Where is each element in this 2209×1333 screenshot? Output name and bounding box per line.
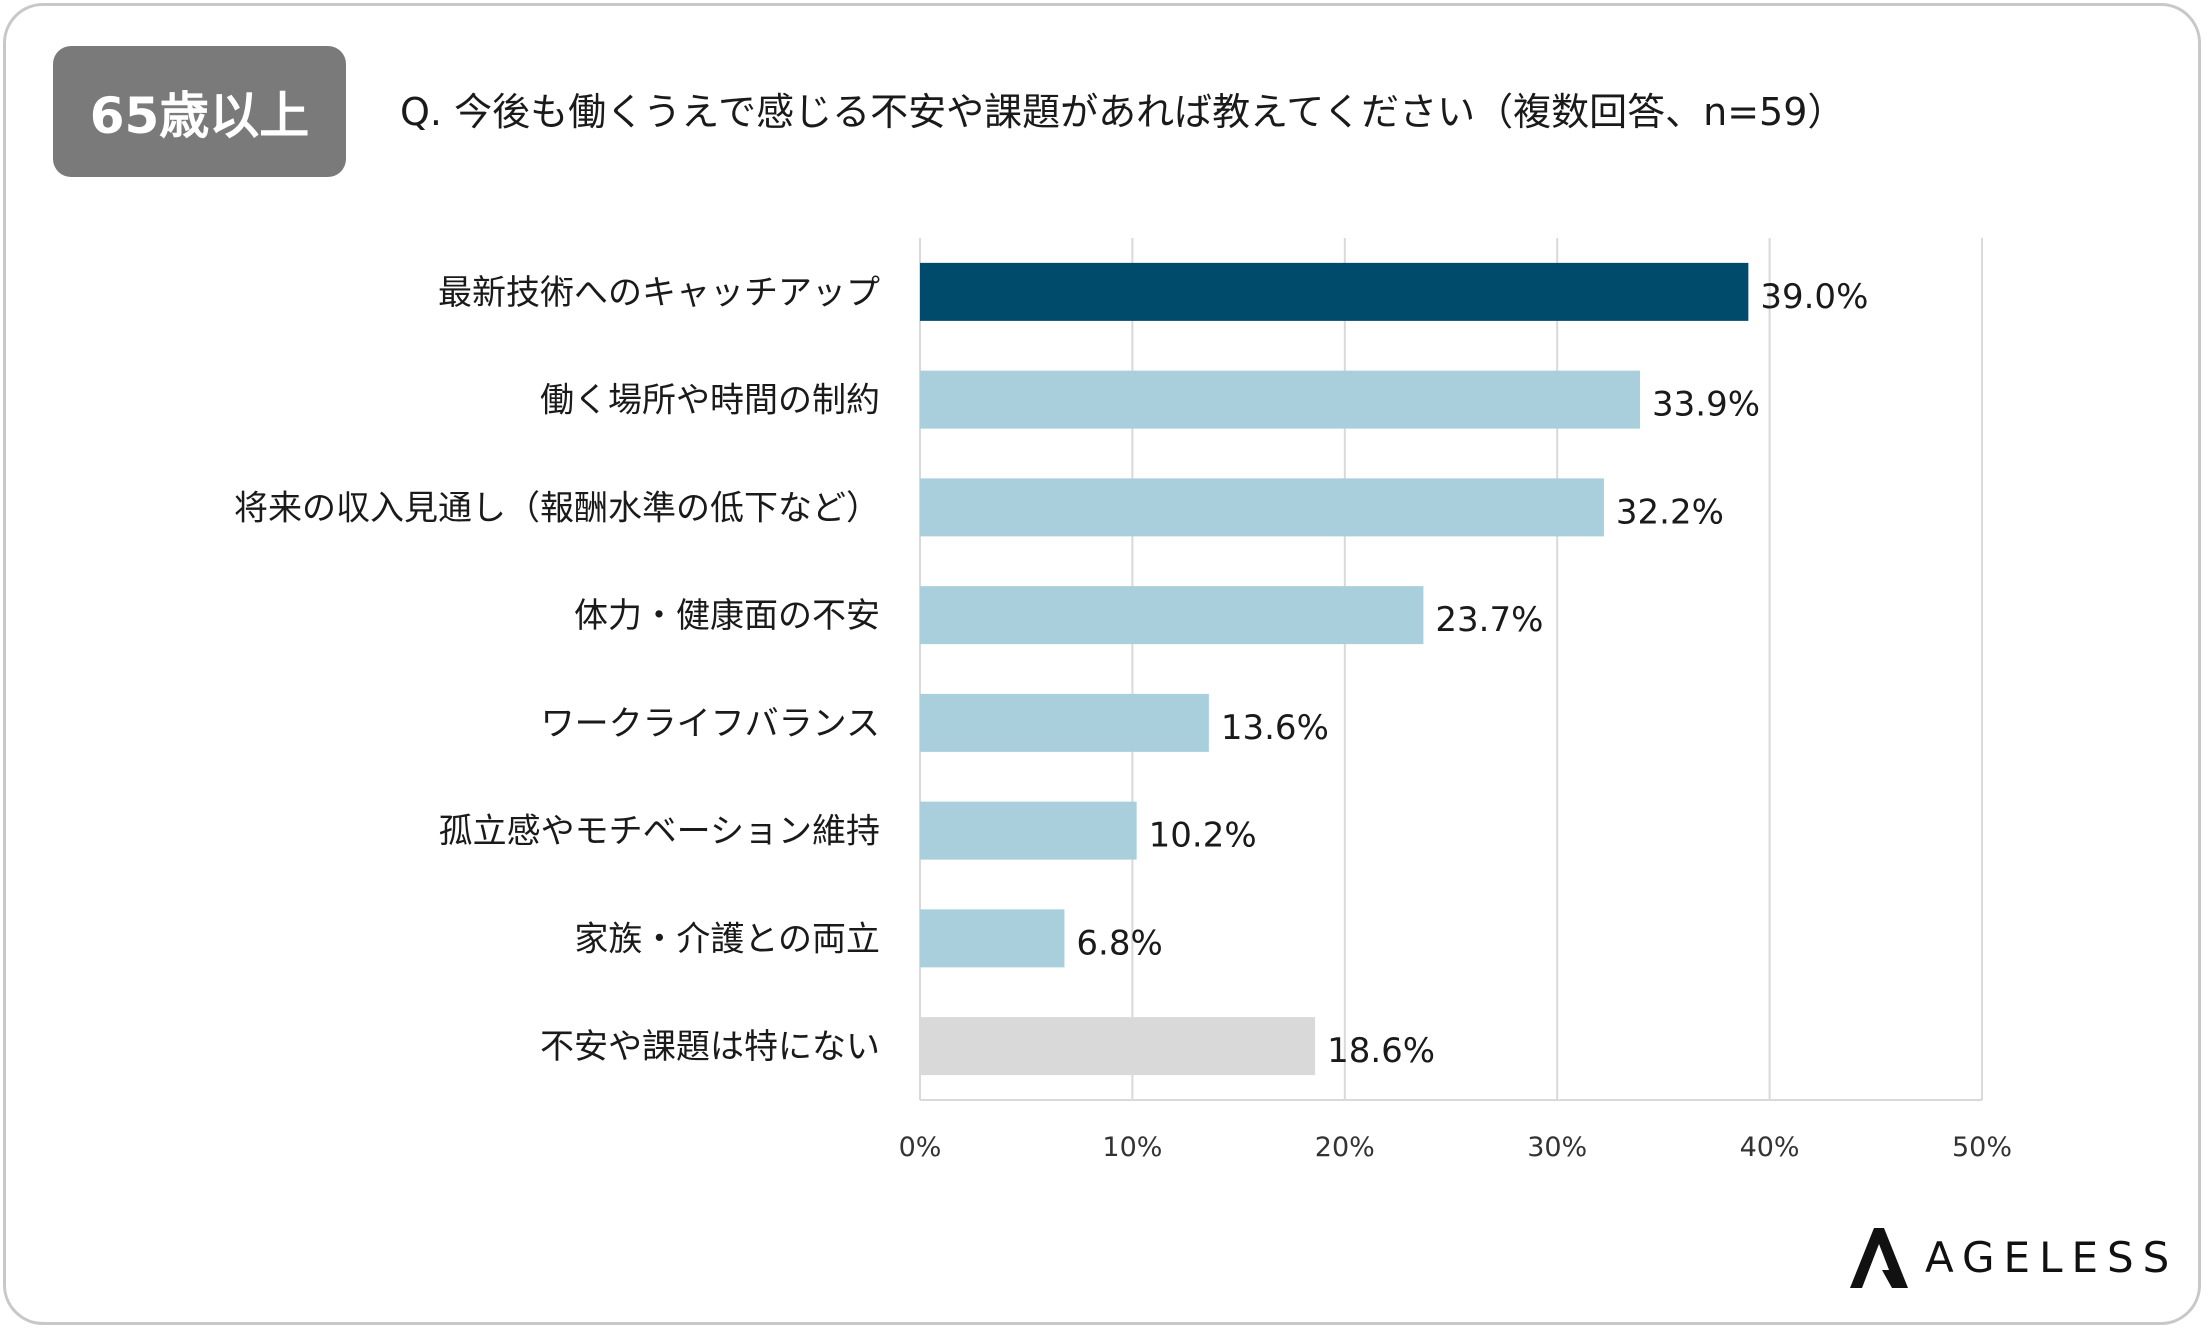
value-label: 18.6% — [1327, 1031, 1435, 1071]
category-label: ワークライフバランス — [541, 704, 880, 744]
value-label: 33.9% — [1652, 385, 1760, 425]
x-tick-label: 20% — [1315, 1132, 1375, 1163]
value-label: 39.0% — [1760, 277, 1868, 317]
x-tick-label: 10% — [1102, 1132, 1162, 1163]
bar — [920, 370, 1641, 429]
x-tick-label: 0% — [899, 1132, 942, 1163]
value-label: 6.8% — [1076, 923, 1162, 963]
x-tick-labels: 0% 10% 20% 30% 40% 50% — [899, 1132, 2012, 1163]
category-label: 孤立感やモチベーション維持 — [439, 812, 880, 852]
question-title: Q. 今後も働くうえで感じる不安や課題があれば教えてください（複数回答、n=59… — [400, 90, 1846, 134]
bar — [920, 478, 1604, 537]
x-tick-label: 50% — [1952, 1132, 2012, 1163]
category-label: 不安や課題は特にない — [540, 1027, 880, 1067]
logo-text: AGELESS — [1925, 1233, 2179, 1282]
category-label: 家族・介護との両立 — [574, 919, 880, 959]
category-label: 働く場所や時間の制約 — [540, 381, 880, 421]
value-label: 23.7% — [1435, 600, 1543, 640]
category-label: 将来の収入見通し（報酬水準の低下など） — [234, 488, 880, 528]
bar — [920, 262, 1749, 321]
category-label: 最新技術へのキャッチアップ — [438, 273, 880, 313]
card-frame — [3, 3, 2201, 1325]
value-label: 32.2% — [1616, 492, 1724, 532]
bar — [920, 801, 1137, 860]
grid-lines — [919, 238, 1983, 1101]
x-tick-label: 30% — [1527, 1132, 1587, 1163]
bars — [920, 262, 1749, 1076]
age-group-badge: 65歳以上 — [53, 46, 346, 177]
ageless-logo-icon — [1850, 1228, 1908, 1288]
bar — [920, 693, 1209, 752]
value-labels: 39.0% 33.9% 32.2% 23.7% 13.6% 10.2% 6.8% 18.6% — [1076, 277, 1868, 1071]
category-labels: 最新技術へのキャッチアップ働く場所や時間の制約将来の収入見通し（報酬水準の低下な… — [234, 273, 880, 1067]
x-tick-label: 40% — [1740, 1132, 1800, 1163]
category-label: 体力・健康面の不安 — [574, 596, 880, 636]
bar — [920, 909, 1065, 968]
value-label: 10.2% — [1149, 816, 1257, 856]
bar — [920, 1017, 1316, 1076]
bar — [920, 586, 1424, 645]
value-label: 13.6% — [1221, 708, 1329, 748]
